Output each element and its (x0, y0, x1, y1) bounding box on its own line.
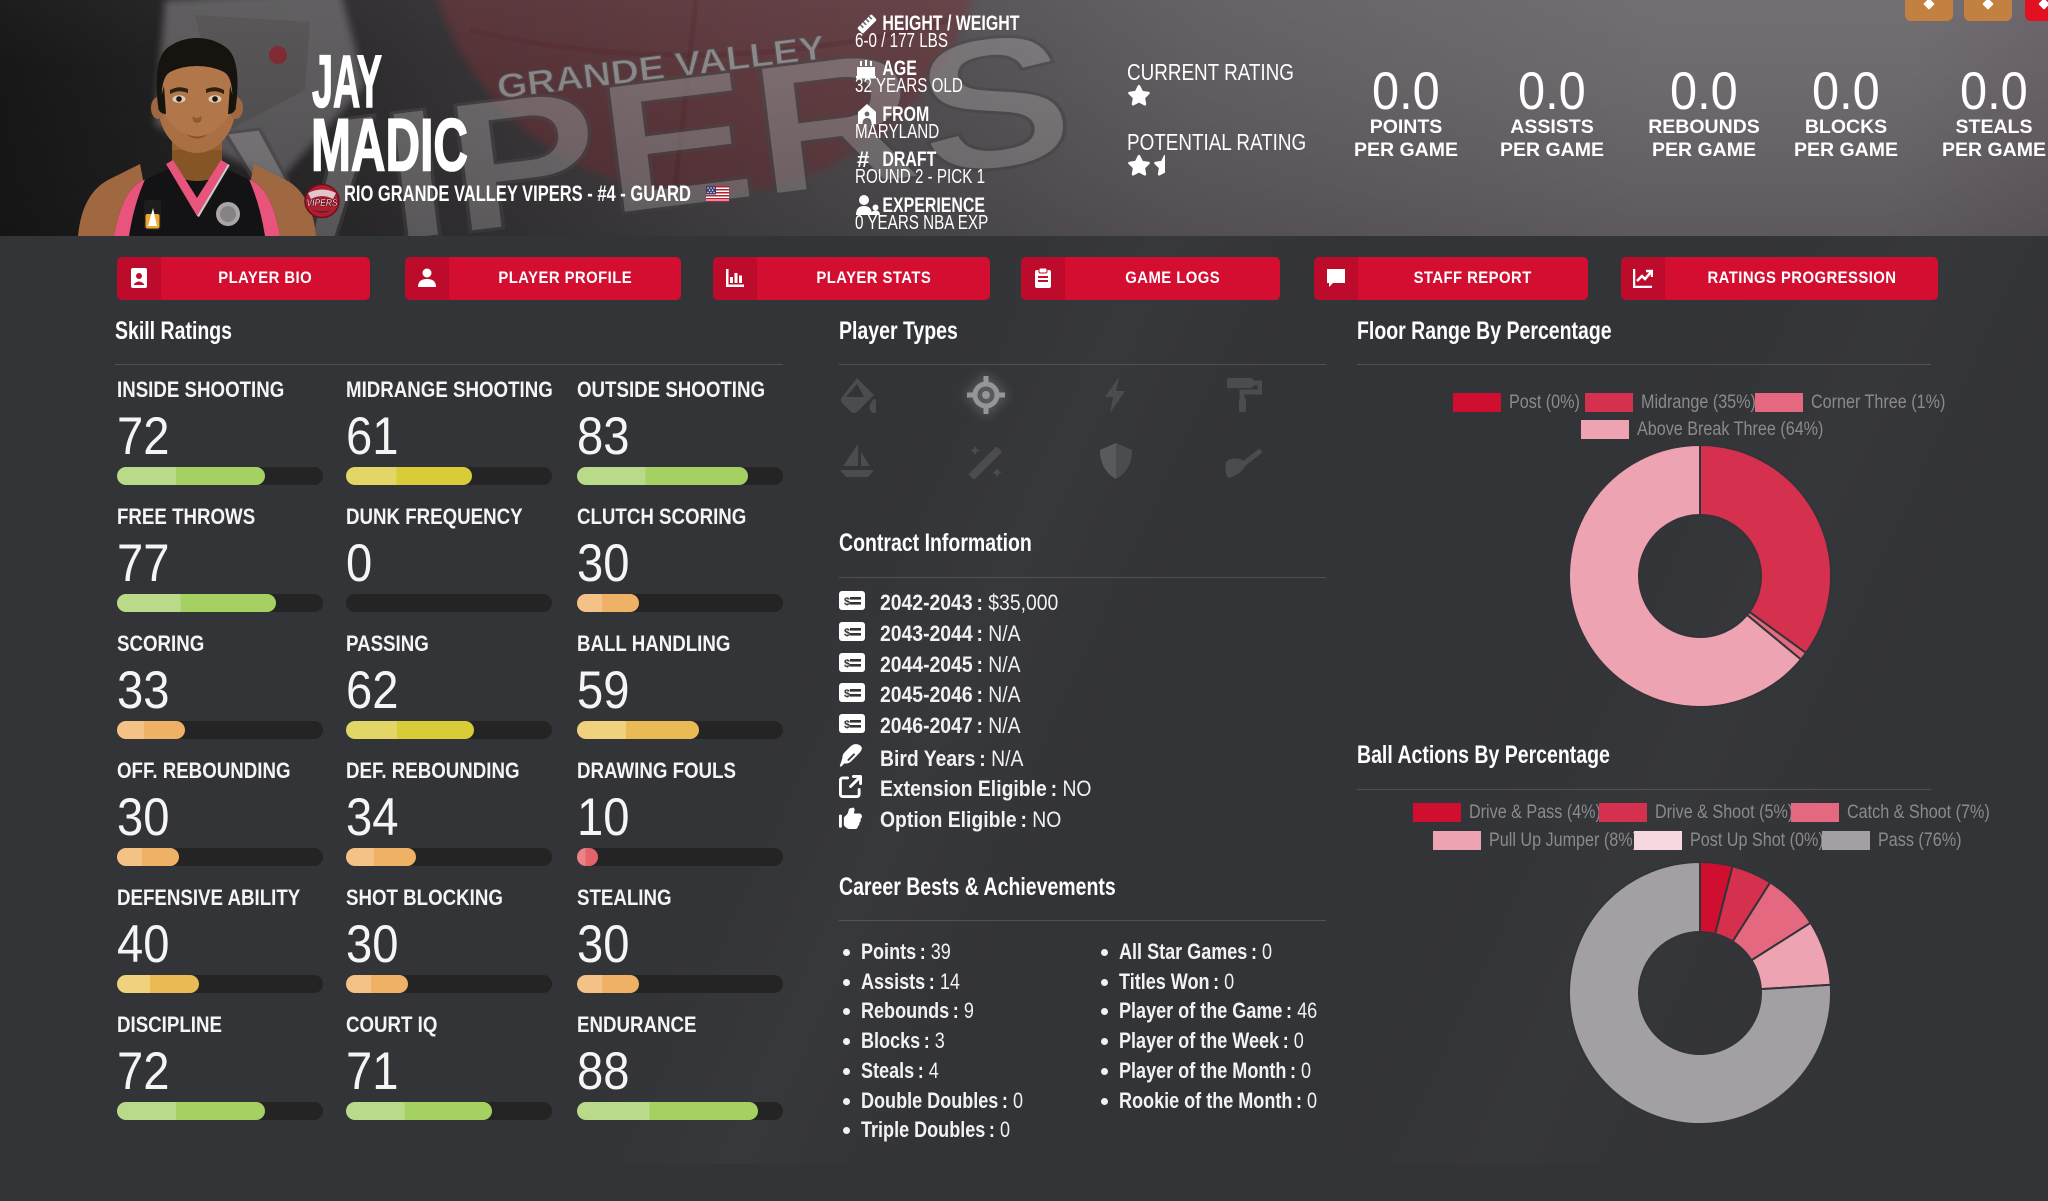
svg-text:MADIC: MADIC (311, 104, 468, 181)
svg-text:JAY: JAY (312, 40, 382, 123)
svg-text:$: $ (844, 719, 850, 731)
svg-text:VIPERS: VIPERS (307, 197, 338, 209)
svg-text:$: $ (844, 596, 850, 608)
svg-text:$: $ (844, 688, 850, 700)
svg-text:#: # (857, 148, 869, 170)
svg-text:$: $ (844, 627, 850, 639)
svg-text:$: $ (844, 658, 850, 670)
